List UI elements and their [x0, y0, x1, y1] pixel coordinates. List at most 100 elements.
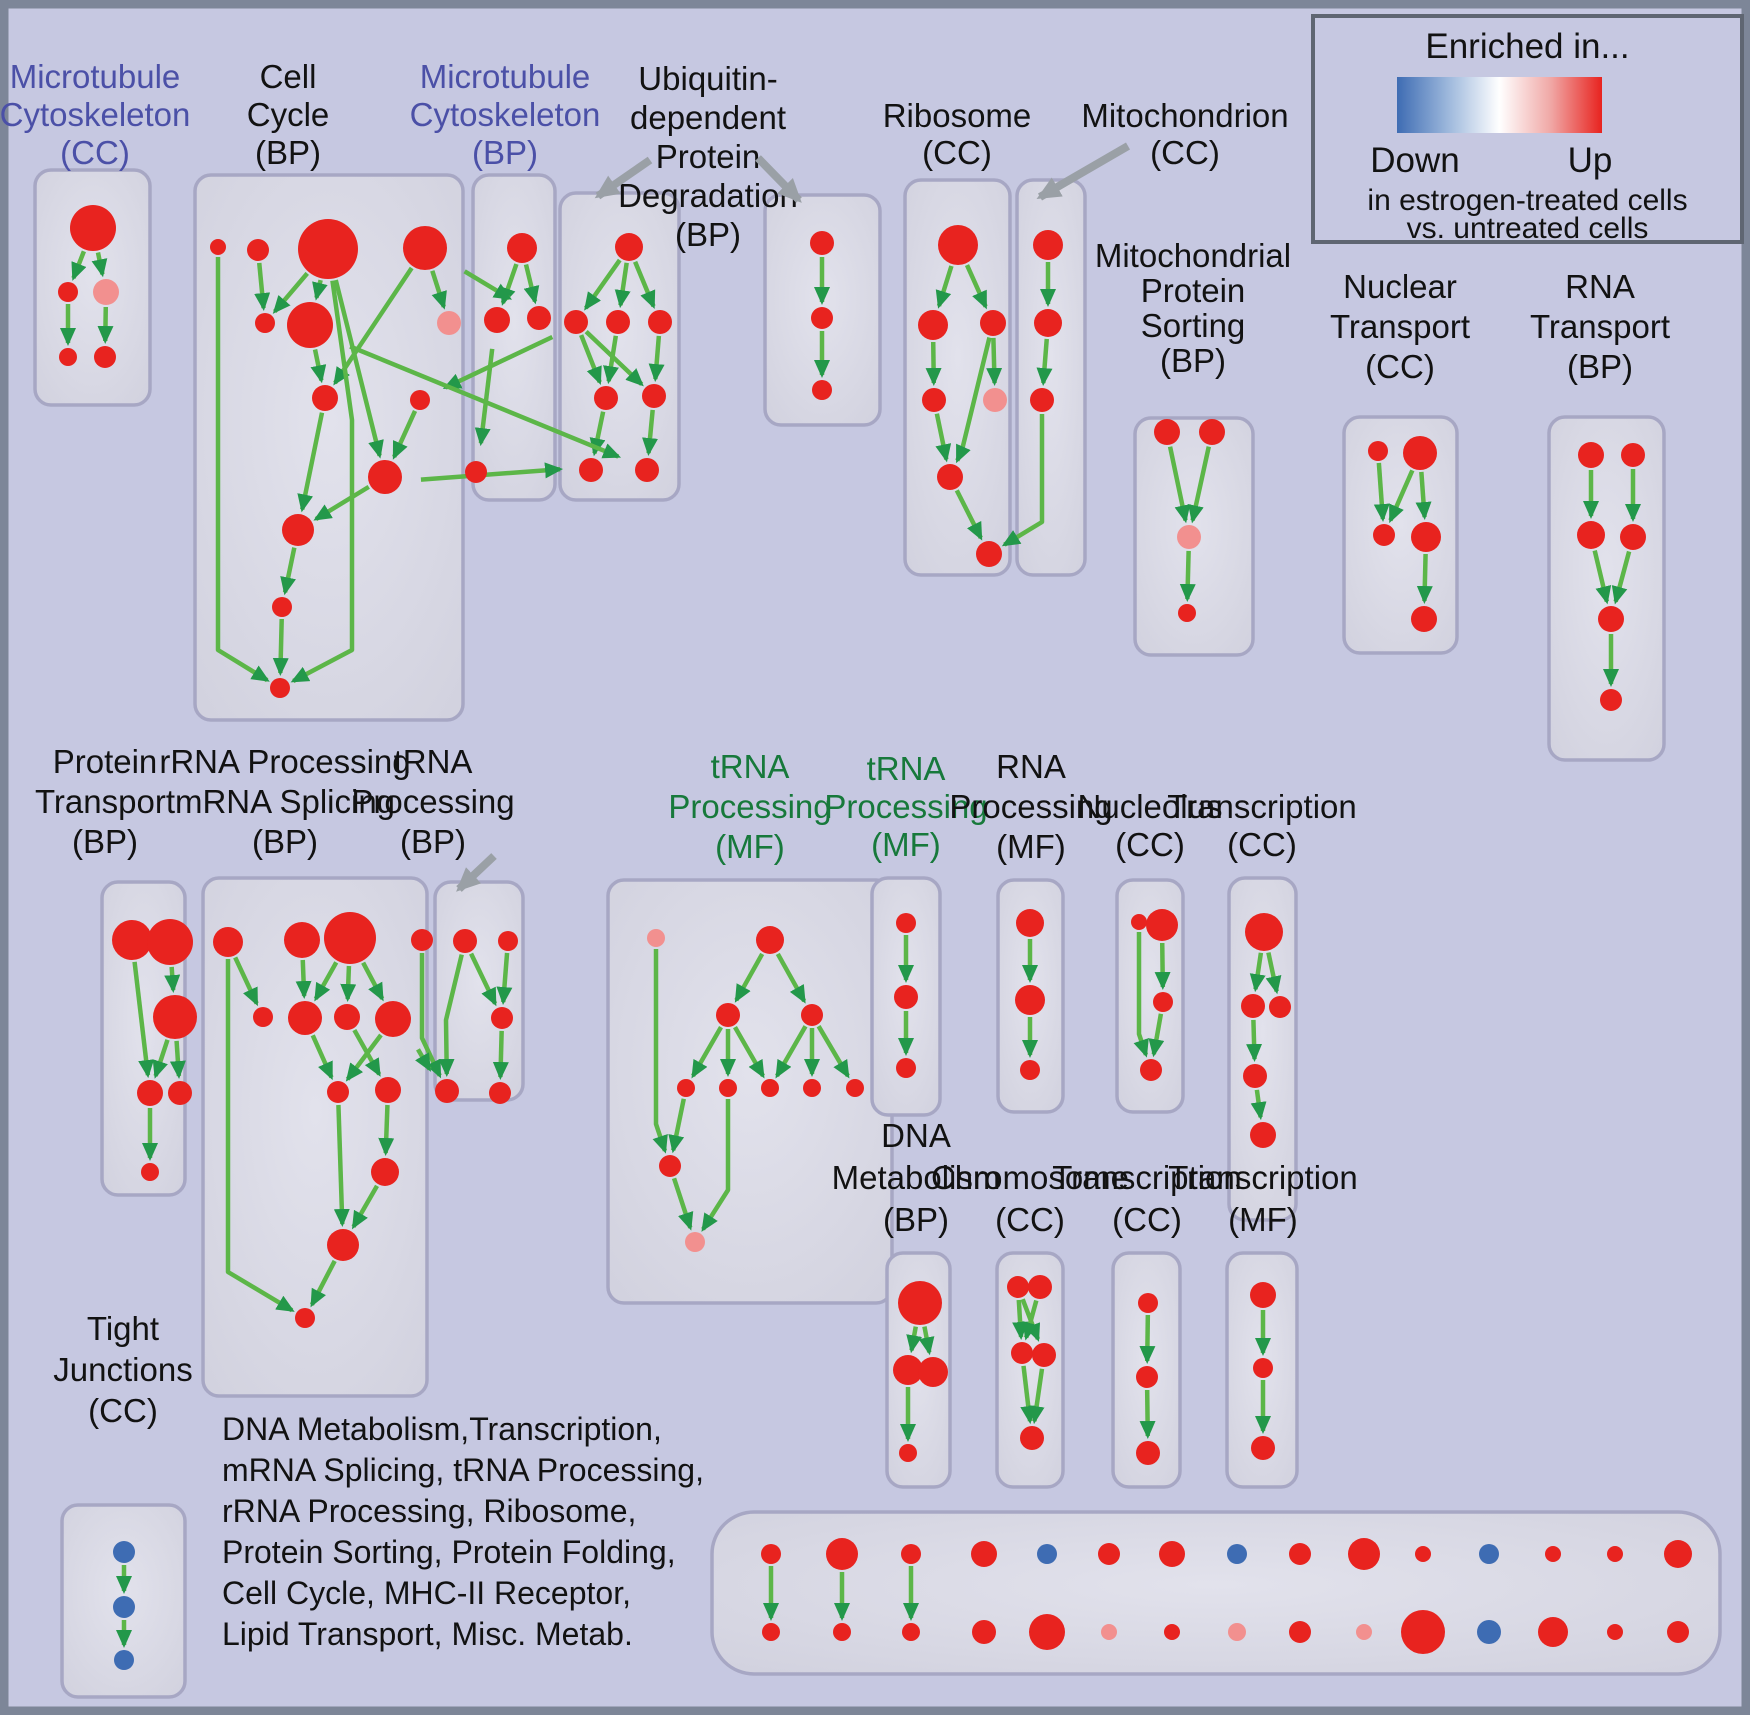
- group-label-dna-metabolism-bp: DNA: [881, 1117, 951, 1154]
- node-red: [1620, 524, 1646, 550]
- group-label-tight-junctions-cc: Tight: [87, 1310, 159, 1347]
- node-red: [141, 1163, 159, 1181]
- edge-arrow: [169, 1040, 186, 1080]
- edge-arrow: [438, 954, 464, 1078]
- node-red: [247, 239, 269, 261]
- group-label-ubiquitin-degradation-box1: Degradation: [618, 177, 798, 214]
- node-red: [564, 310, 588, 334]
- node-red: [453, 929, 477, 953]
- legend-subtitle-2: vs. untreated cells: [1407, 212, 1649, 245]
- group-label-ribosome-cc: Ribosome: [883, 97, 1032, 134]
- group-label-microtubule-cytoskeleton-cc: Cytoskeleton: [0, 96, 190, 133]
- group-label-ubiquitin-degradation-box1: dependent: [630, 99, 786, 136]
- group-label-rna-processing-mf: Processing: [949, 788, 1112, 825]
- group-label-nuclear-transport-cc: (CC): [1365, 348, 1435, 385]
- node-red: [1411, 522, 1441, 552]
- node-red: [327, 1081, 349, 1103]
- legend-subtitle-1: in estrogen-treated cells: [1367, 184, 1687, 217]
- node-red: [1136, 1366, 1158, 1388]
- node-red: [1373, 524, 1395, 546]
- edge-arrow: [1028, 1368, 1045, 1425]
- edge-arrow: [225, 959, 295, 1313]
- edge-arrow: [733, 1026, 765, 1079]
- edge-arrow: [1246, 1019, 1263, 1063]
- group-label-trna-processing-bp: tRNA: [394, 743, 473, 780]
- group-label-rna-transport-bp: RNA: [1565, 268, 1635, 305]
- node-red: [1136, 1441, 1160, 1465]
- node-red: [284, 922, 320, 958]
- node-red: [484, 307, 510, 333]
- group-box-ribosome-cc: [903, 178, 1012, 577]
- edge-arrow: [925, 341, 942, 387]
- node-red: [1348, 1538, 1380, 1570]
- node-pink: [647, 929, 665, 947]
- edge-arrow: [492, 1030, 509, 1081]
- group-label-mitochondrial-protein-sorting-bp: Sorting: [1141, 307, 1246, 344]
- group-label-rrna-processing-mrna-splicing-bp: rRNA Processing: [159, 743, 410, 780]
- edge-arrow: [1154, 942, 1171, 991]
- legend-down-label: Down: [1370, 141, 1459, 180]
- group-label-chromosome-cc: Chromosome: [931, 1159, 1129, 1196]
- group-label-trna-processing-mf-2: Processing: [824, 788, 987, 825]
- node-red: [826, 1538, 858, 1570]
- node-red: [762, 1623, 780, 1641]
- edge-arrow: [378, 1104, 395, 1157]
- edge-arrow: [1139, 1389, 1156, 1440]
- node-red: [435, 1079, 459, 1103]
- node-red: [491, 1007, 513, 1029]
- node-red: [1600, 689, 1622, 711]
- group-label-microtubule-cytoskeleton-cc: Microtubule: [10, 58, 181, 95]
- legend-gradient-bar-icon: [1397, 77, 1602, 133]
- node-red: [1621, 443, 1645, 467]
- legend-title: Enriched in...: [1425, 27, 1629, 66]
- group-label-ribosome-cc: (CC): [922, 134, 992, 171]
- group-label-tight-junctions-cc: (CC): [88, 1392, 158, 1429]
- node-red: [1131, 914, 1147, 930]
- group-label-cell-cycle-bp: Cycle: [247, 96, 330, 133]
- edge-arrow: [233, 956, 259, 1007]
- node-red: [922, 388, 946, 412]
- node-red: [971, 1541, 997, 1567]
- edge-arrow: [71, 250, 87, 281]
- edge-arrow: [934, 413, 952, 463]
- group-label-transcription-cc-upper: (CC): [1227, 826, 1297, 863]
- edge-arrow: [1373, 462, 1390, 523]
- edge-arrow: [1179, 550, 1196, 603]
- node-red: [287, 302, 333, 348]
- edge-arrow: [523, 263, 540, 305]
- node-red: [410, 390, 430, 410]
- edge-arrow: [420, 462, 564, 482]
- group-label-microtubule-cytoskeleton-bp: (BP): [472, 134, 538, 171]
- group-label-trna-processing-bp: (BP): [400, 823, 466, 860]
- edge-arrow: [1611, 550, 1632, 605]
- group-label-rrna-processing-mrna-splicing-bp: (BP): [252, 823, 318, 860]
- group-label-transcription-cc-lower: (CC): [1112, 1201, 1182, 1238]
- node-red: [896, 1058, 916, 1078]
- node-red: [896, 913, 916, 933]
- node-red: [579, 458, 603, 482]
- node-red: [334, 1004, 360, 1030]
- node-red: [375, 1001, 411, 1037]
- node-red: [1153, 992, 1173, 1012]
- misc-annotation-line: Protein Sorting, Protein Folding,: [222, 1534, 676, 1570]
- node-red: [147, 919, 193, 965]
- node-red: [288, 1001, 322, 1035]
- node-red: [527, 306, 551, 330]
- edge-arrow: [333, 279, 384, 459]
- group-label-mitochondrial-protein-sorting-bp: Protein: [1141, 272, 1246, 309]
- misc-annotation-line: DNA Metabolism,Transcription,: [222, 1411, 662, 1447]
- node-red: [368, 460, 402, 494]
- node-red: [59, 348, 77, 366]
- node-red: [1020, 1060, 1040, 1080]
- edge-arrow: [297, 412, 325, 513]
- node-red: [716, 1003, 740, 1027]
- node-red: [803, 1079, 821, 1097]
- group-label-dna-metabolism-bp: Metabolism: [832, 1159, 1001, 1196]
- group-label-rna-transport-bp: (BP): [1567, 348, 1633, 385]
- group-label-mitochondrial-protein-sorting-bp: (BP): [1160, 342, 1226, 379]
- group-box-microtubule-cytoskeleton-cc: [33, 168, 152, 407]
- group-label-mitochondrion-cc: (CC): [1150, 134, 1220, 171]
- node-red: [659, 1155, 681, 1177]
- group-label-microtubule-cytoskeleton-bp: Microtubule: [420, 58, 591, 95]
- node-red: [642, 384, 666, 408]
